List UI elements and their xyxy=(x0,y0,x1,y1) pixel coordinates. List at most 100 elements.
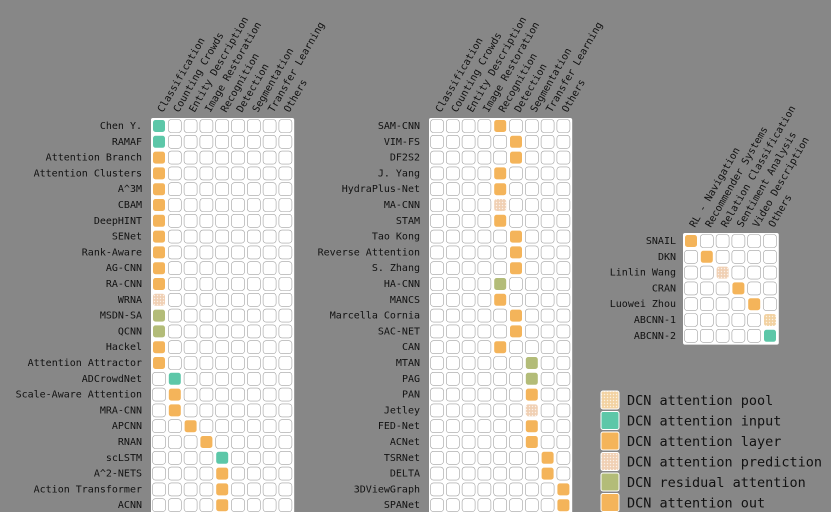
empty-cell xyxy=(168,482,182,497)
empty-cell xyxy=(168,150,182,165)
empty-cell xyxy=(684,281,698,296)
empty-cell xyxy=(183,229,198,244)
empty-cell xyxy=(493,482,508,497)
empty-cell xyxy=(247,308,261,323)
empty-cell xyxy=(199,150,214,165)
row-label: FED-Net xyxy=(378,421,420,432)
row-label: CAN xyxy=(402,342,420,353)
empty-cell xyxy=(262,356,277,370)
empty-cell xyxy=(493,150,508,165)
empty-cell xyxy=(524,340,539,355)
empty-cell xyxy=(247,214,261,228)
empty-cell xyxy=(247,387,261,402)
empty-cell xyxy=(461,119,476,133)
row-label: ABCNN-1 xyxy=(634,315,676,326)
empty-cell xyxy=(231,403,245,418)
empty-cell xyxy=(231,340,245,355)
empty-cell xyxy=(247,292,261,307)
legend-swatch-pattern xyxy=(601,391,619,409)
empty-cell xyxy=(430,277,444,291)
empty-cell xyxy=(262,292,277,307)
empty-cell xyxy=(247,166,261,181)
empty-cell xyxy=(477,308,492,323)
filled-cell xyxy=(152,356,166,370)
empty-cell xyxy=(731,250,746,264)
row-label: STAM xyxy=(396,216,420,227)
empty-cell xyxy=(262,308,277,323)
filled-cell xyxy=(199,435,214,449)
empty-cell xyxy=(461,419,476,434)
filled-cell xyxy=(540,450,555,465)
empty-cell xyxy=(461,324,476,339)
legend-label: DCN attention input xyxy=(627,414,781,430)
empty-cell xyxy=(262,182,277,196)
row-label: Scale-Aware Attention xyxy=(16,390,142,401)
empty-cell xyxy=(430,356,444,370)
empty-cell xyxy=(231,387,245,402)
empty-cell xyxy=(168,356,182,370)
empty-cell xyxy=(477,482,492,497)
legend-swatch xyxy=(600,411,620,430)
empty-cell xyxy=(556,340,571,355)
empty-cell xyxy=(152,387,166,402)
row-label: A^2-NETS xyxy=(94,469,142,480)
empty-cell xyxy=(215,245,229,260)
row-label: J. Yang xyxy=(378,168,420,179)
empty-cell xyxy=(183,182,198,196)
row-label: DKN xyxy=(658,252,676,263)
row-label: AG-CNN xyxy=(106,263,142,274)
empty-cell xyxy=(199,419,214,434)
filled-cell xyxy=(493,119,508,133)
empty-cell xyxy=(430,119,444,133)
empty-cell xyxy=(278,419,293,434)
cell-pattern xyxy=(152,293,166,307)
empty-cell xyxy=(731,313,746,327)
empty-cell xyxy=(715,313,730,327)
empty-cell xyxy=(199,198,214,212)
empty-cell xyxy=(183,292,198,307)
empty-cell xyxy=(231,371,245,386)
empty-cell xyxy=(278,324,293,339)
empty-cell xyxy=(199,229,214,244)
empty-cell xyxy=(278,403,293,418)
empty-cell xyxy=(461,482,476,497)
empty-cell xyxy=(747,313,762,327)
empty-cell xyxy=(231,498,245,512)
empty-cell xyxy=(231,435,245,449)
empty-cell xyxy=(168,435,182,449)
empty-cell xyxy=(556,403,571,418)
empty-cell xyxy=(556,261,571,276)
filled-cell xyxy=(509,261,523,276)
empty-cell xyxy=(199,450,214,465)
legend-label: DCN residual attention xyxy=(627,475,806,491)
empty-cell xyxy=(540,387,555,402)
empty-cell xyxy=(215,308,229,323)
empty-cell xyxy=(556,277,571,291)
empty-cell xyxy=(699,313,714,327)
filled-cell xyxy=(763,328,777,343)
empty-cell xyxy=(278,135,293,149)
empty-cell xyxy=(699,265,714,280)
empty-cell xyxy=(461,229,476,244)
filled-cell xyxy=(215,498,230,512)
empty-cell xyxy=(430,340,444,355)
empty-cell xyxy=(199,292,214,307)
empty-cell xyxy=(509,419,523,434)
empty-cell xyxy=(231,450,245,465)
row-label: SENet xyxy=(112,232,142,243)
empty-cell xyxy=(477,419,492,434)
empty-cell xyxy=(152,450,166,465)
empty-cell xyxy=(183,482,198,497)
filled-cell xyxy=(152,119,166,133)
empty-cell xyxy=(445,340,460,355)
empty-cell xyxy=(262,198,277,212)
empty-cell xyxy=(493,356,508,370)
empty-cell xyxy=(215,435,229,449)
empty-cell xyxy=(199,371,214,386)
legend-label: DCN attention layer xyxy=(627,434,781,450)
empty-cell xyxy=(477,182,492,196)
empty-cell xyxy=(278,356,293,370)
empty-cell xyxy=(168,182,182,196)
empty-cell xyxy=(215,198,229,212)
